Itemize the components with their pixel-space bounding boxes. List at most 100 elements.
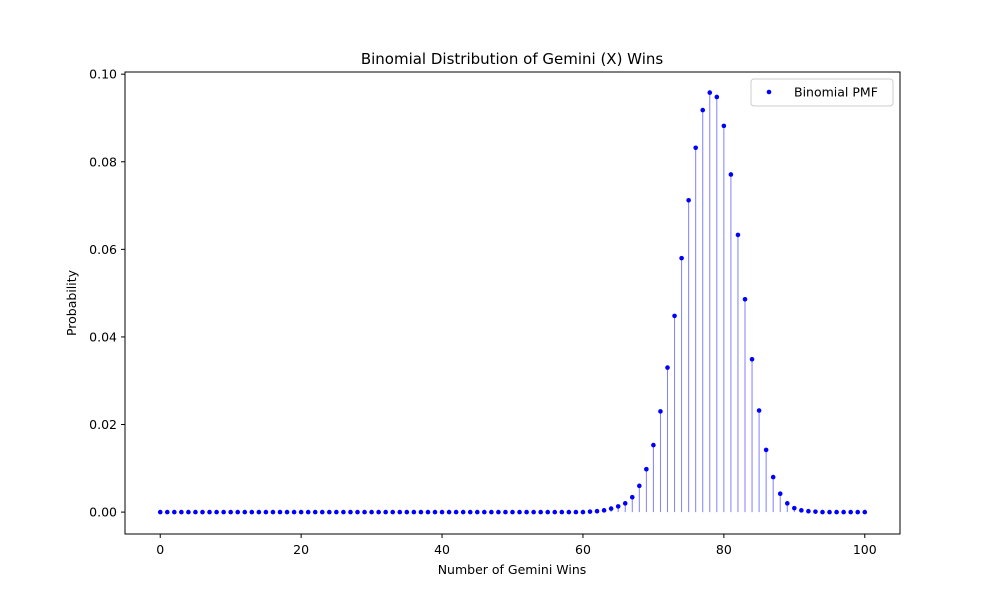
x-tick-label: 100 xyxy=(853,542,877,557)
x-tick-label: 80 xyxy=(716,542,732,557)
data-point xyxy=(200,509,205,515)
data-point xyxy=(629,494,635,500)
data-point xyxy=(263,509,269,515)
data-point xyxy=(559,509,565,515)
data-point xyxy=(404,509,410,515)
x-tick-label: 20 xyxy=(293,542,309,557)
chart-title: Binomial Distribution of Gemini (X) Wins xyxy=(361,50,664,68)
points-group xyxy=(157,90,868,515)
data-point xyxy=(214,509,219,515)
data-point xyxy=(496,509,501,515)
data-point xyxy=(474,509,480,515)
data-point xyxy=(362,509,367,515)
data-point xyxy=(228,509,233,515)
data-point xyxy=(545,509,551,515)
data-point xyxy=(453,509,459,515)
data-point xyxy=(566,509,572,515)
data-point xyxy=(305,509,311,515)
y-tick-label: 0.04 xyxy=(89,329,117,344)
data-point xyxy=(312,509,318,515)
data-point xyxy=(820,509,825,515)
data-point xyxy=(369,509,374,515)
data-point xyxy=(439,509,445,515)
data-point xyxy=(221,509,226,515)
data-point xyxy=(799,508,804,513)
data-point xyxy=(827,509,832,515)
data-point xyxy=(651,442,656,448)
data-point xyxy=(658,409,663,414)
y-axis-ticks: 0.00 0.02 0.04 0.06 0.08 0.10 xyxy=(89,67,125,520)
data-point xyxy=(411,509,417,515)
legend: Binomial PMF xyxy=(750,78,894,107)
data-point xyxy=(644,466,649,472)
data-point xyxy=(707,90,713,95)
data-point xyxy=(834,509,839,515)
data-point xyxy=(207,509,212,515)
data-point xyxy=(383,509,388,515)
legend-box xyxy=(750,78,894,107)
data-point xyxy=(608,506,614,511)
data-point xyxy=(489,509,494,515)
data-point xyxy=(686,198,691,203)
x-tick-label: 40 xyxy=(434,542,450,557)
data-point xyxy=(531,509,536,515)
data-point xyxy=(179,509,184,515)
data-point xyxy=(334,509,339,515)
data-point xyxy=(425,509,431,515)
data-point xyxy=(637,483,642,489)
data-point xyxy=(510,509,515,515)
data-point xyxy=(164,509,170,515)
legend-label: Binomial PMF xyxy=(794,85,878,100)
data-point xyxy=(813,509,818,514)
data-point xyxy=(341,509,346,515)
data-point xyxy=(594,508,600,514)
data-point xyxy=(249,509,255,515)
data-point xyxy=(186,509,191,515)
data-point xyxy=(446,509,452,515)
data-point xyxy=(714,94,720,100)
data-point xyxy=(721,123,727,129)
data-point xyxy=(728,172,734,177)
data-point xyxy=(270,509,276,515)
data-point xyxy=(855,509,861,515)
data-point xyxy=(665,365,670,370)
data-point xyxy=(749,356,755,362)
stems-group xyxy=(589,92,816,513)
plot-frame xyxy=(124,71,901,535)
data-point xyxy=(242,509,248,515)
data-point xyxy=(756,408,762,413)
data-point xyxy=(615,504,621,509)
data-point xyxy=(193,509,198,515)
data-point xyxy=(298,509,304,515)
data-point xyxy=(376,509,381,515)
data-point xyxy=(157,509,163,515)
data-point xyxy=(679,255,684,261)
data-point xyxy=(862,509,868,515)
data-point xyxy=(524,509,529,515)
data-point xyxy=(587,509,593,514)
data-point xyxy=(573,509,579,515)
data-point xyxy=(348,509,353,515)
x-tick-label: 60 xyxy=(575,542,591,557)
data-point xyxy=(277,509,283,515)
data-point xyxy=(538,509,543,515)
y-tick-label: 0.06 xyxy=(89,242,117,257)
data-point xyxy=(700,107,706,113)
data-point xyxy=(580,509,586,515)
x-axis-ticks: 0 20 40 60 80 100 xyxy=(156,534,877,557)
data-point xyxy=(327,509,332,515)
data-point xyxy=(235,509,241,515)
data-point xyxy=(770,474,776,480)
data-point xyxy=(601,508,607,513)
x-axis-label: Number of Gemini Wins xyxy=(438,562,587,577)
data-point xyxy=(390,509,396,515)
legend-marker xyxy=(766,89,772,95)
data-point xyxy=(355,509,360,515)
data-point xyxy=(841,509,846,515)
data-point xyxy=(432,509,438,515)
data-point xyxy=(418,509,424,515)
data-point xyxy=(397,509,403,515)
y-tick-label: 0.00 xyxy=(89,505,117,520)
data-point xyxy=(467,509,473,515)
